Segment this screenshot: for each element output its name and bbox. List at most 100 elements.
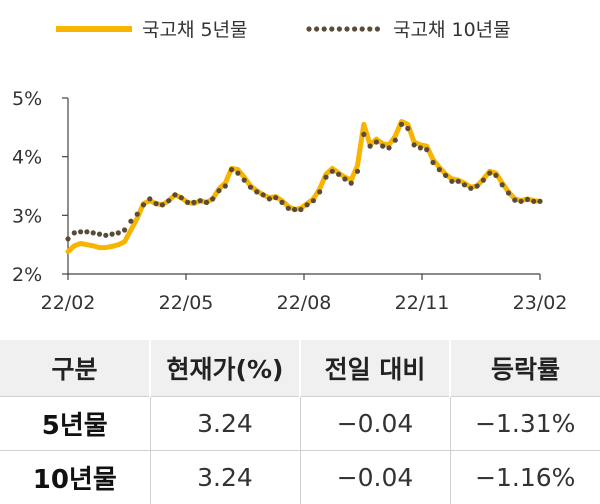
series-point-10y	[493, 172, 499, 178]
series-point-10y	[392, 137, 398, 143]
series-point-10y	[505, 190, 512, 196]
table-header-row: 구분 현재가(%) 전일 대비 등락률	[0, 340, 600, 397]
series-point-10y	[499, 182, 505, 188]
series-point-10y	[424, 147, 430, 153]
series-point-10y	[361, 131, 367, 137]
series-point-10y	[241, 177, 247, 183]
x-axis: 22/02 22/05 22/08 22/11 23/02	[41, 273, 568, 314]
series-point-10y	[531, 198, 537, 204]
series-point-10y	[386, 145, 392, 151]
y-tick-label: 3%	[12, 205, 42, 227]
series-point-10y	[380, 143, 386, 149]
legend-dot	[321, 26, 327, 32]
series-point-10y	[166, 198, 172, 204]
series-point-10y	[417, 145, 423, 151]
series-point-10y	[405, 125, 411, 132]
series-line-5y	[65, 119, 543, 255]
series-point-10y	[229, 167, 235, 173]
legend-swatch-10y	[306, 26, 380, 32]
series-point-10y	[103, 232, 109, 238]
series-point-10y	[348, 180, 354, 186]
series-point-10y	[304, 202, 310, 208]
series-point-10y	[153, 201, 159, 207]
series-point-10y	[254, 189, 260, 195]
series-point-10y	[122, 227, 128, 233]
yield-line-chart: 국고채 5년물 국고채 10년물 5%4%3%2% 22/02 22/05 22/0…	[12, 19, 568, 314]
series-point-10y	[468, 185, 474, 191]
series-point-10y	[298, 206, 304, 213]
series-point-10y	[178, 195, 184, 201]
legend-dot	[359, 26, 365, 32]
change-rate-cell: −1.31%	[450, 396, 600, 451]
header-change-rate: 등락률	[450, 340, 600, 397]
y-axis: 5% 4% 3% 2%	[12, 88, 69, 286]
series-point-10y	[147, 196, 153, 202]
series-point-10y	[336, 171, 342, 177]
series-point-10y	[78, 229, 84, 235]
series-point-10y	[461, 182, 468, 188]
row-label: 10년물	[0, 450, 151, 504]
series-point-10y	[354, 168, 361, 174]
series-point-10y	[342, 176, 348, 182]
series-point-10y	[443, 172, 449, 178]
series-point-10y	[329, 168, 335, 174]
change-rate-cell: −1.16%	[450, 450, 600, 504]
series-point-10y	[430, 159, 436, 166]
table-row: 5년물 3.24 −0.04 −1.31%	[0, 396, 600, 451]
series-point-10y	[317, 189, 323, 195]
series-point-10y	[134, 211, 140, 217]
series-point-10y	[216, 188, 222, 194]
series-layer	[65, 119, 543, 255]
series-point-10y	[474, 183, 480, 189]
series-point-10y	[285, 205, 291, 211]
legend-dot	[314, 26, 320, 32]
series-point-10y	[128, 218, 134, 224]
series-point-10y	[185, 199, 191, 205]
series-point-10y	[71, 230, 77, 236]
legend-dot	[344, 26, 350, 32]
x-tick-label: 22/02	[41, 292, 96, 314]
legend-dot	[329, 26, 335, 32]
legend-label-5y: 국고채 5년물	[142, 19, 248, 41]
legend-dot	[352, 26, 358, 32]
row-label: 5년물	[0, 396, 151, 451]
series-point-10y	[310, 198, 316, 204]
series-point-10y	[210, 196, 216, 202]
series-point-10y	[90, 230, 96, 236]
series-point-10y	[487, 170, 493, 176]
series-point-10y	[84, 229, 90, 235]
series-point-10y	[279, 199, 285, 205]
series-point-10y	[197, 198, 203, 204]
series-point-10y	[222, 183, 228, 189]
change-cell: −0.04	[300, 450, 451, 504]
series-point-10y	[373, 139, 379, 145]
header-change: 전일 대비	[300, 340, 451, 397]
table-row: 10년물 3.24 −0.04 −1.16%	[0, 450, 600, 504]
series-point-10y	[512, 197, 518, 203]
series-point-10y	[449, 178, 455, 184]
series-point-10y	[273, 195, 279, 201]
legend-dot	[367, 26, 373, 32]
y-tick-label: 5%	[12, 88, 42, 110]
x-tick-label: 22/05	[159, 292, 214, 314]
legend: 국고채 5년물 국고채 10년물	[56, 19, 511, 41]
series-point-10y	[524, 196, 531, 203]
series-point-10y	[247, 184, 254, 190]
series-point-10y	[455, 178, 461, 184]
series-point-10y	[537, 198, 543, 204]
x-tick-label: 22/08	[277, 292, 332, 314]
series-point-10y	[518, 198, 524, 204]
x-tick-label: 23/02	[513, 292, 568, 314]
series-point-10y	[323, 174, 329, 180]
legend-dot	[336, 26, 342, 32]
series-point-10y	[411, 142, 417, 148]
series-point-10y	[398, 121, 405, 127]
series-point-10y	[266, 196, 272, 202]
series-point-10y	[172, 192, 178, 198]
series-point-10y	[96, 231, 103, 237]
legend-dot	[306, 26, 312, 32]
series-point-10y	[260, 192, 266, 198]
y-tick-label: 2%	[12, 264, 42, 286]
series-point-10y	[191, 199, 197, 205]
series-point-10y	[235, 170, 241, 176]
